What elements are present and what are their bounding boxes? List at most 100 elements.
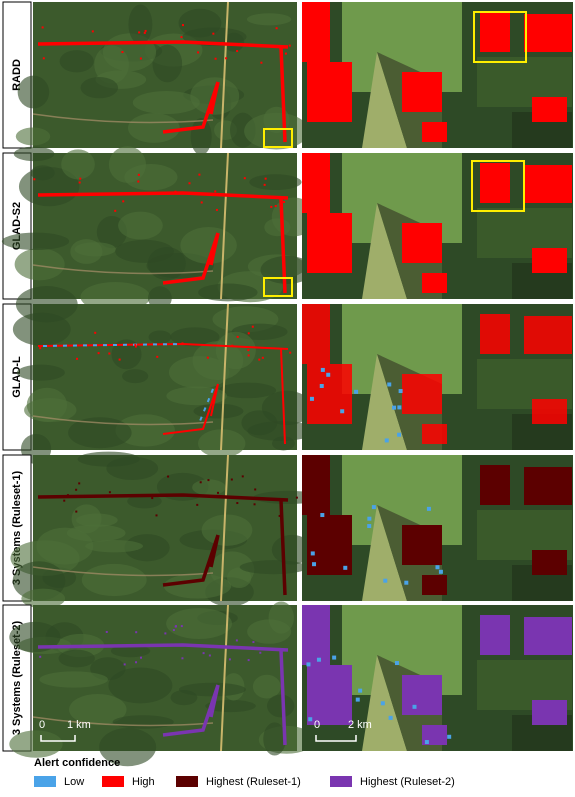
alert-spot (214, 57, 217, 60)
alert-low-spot (332, 655, 337, 660)
alert-block (524, 316, 572, 354)
alert-block (422, 575, 447, 595)
field (362, 203, 407, 299)
alert-low-spot (343, 565, 348, 570)
track (32, 415, 214, 426)
alert-roads (37, 643, 289, 746)
scale-end: 1 km (67, 719, 91, 731)
alert-spot (275, 27, 278, 30)
alert-spot (79, 177, 82, 180)
alert-spot (221, 41, 224, 44)
alert-spot (75, 488, 78, 491)
alert-spot (121, 51, 124, 54)
alert-block (402, 72, 442, 112)
alert-spot (180, 36, 183, 39)
alert-block (302, 304, 330, 364)
alert-spot (228, 658, 231, 661)
texture (21, 588, 66, 609)
alert-spot (197, 51, 200, 54)
track (32, 716, 214, 727)
legend-swatch (34, 776, 56, 787)
texture (13, 146, 55, 162)
alert-spot (122, 200, 125, 203)
highlight-box (263, 128, 293, 148)
texture (39, 671, 108, 688)
alert-low-spot (387, 382, 392, 387)
texture (9, 730, 63, 758)
row-label: RADD (11, 59, 23, 91)
alert-spot (138, 31, 141, 34)
alert-spot (156, 355, 159, 358)
alert-spot (108, 352, 111, 355)
alert-low-spot (397, 405, 402, 410)
texture (178, 682, 246, 697)
alert-low-spot (398, 389, 403, 394)
alert-spot (295, 496, 298, 499)
texture (68, 417, 132, 449)
alert-block (302, 2, 330, 62)
alert-spot (260, 61, 263, 64)
alert-spot (180, 625, 183, 628)
alert-spot (181, 342, 184, 345)
alert-low-spot (371, 505, 376, 510)
alert-spot (151, 497, 154, 500)
scale-bar (315, 735, 357, 742)
alert-spot (139, 656, 142, 659)
texture (170, 327, 220, 347)
alert-low-spot (397, 432, 402, 437)
texture (76, 513, 118, 527)
texture (115, 414, 175, 447)
alert-spot (78, 181, 81, 184)
alert-low-spot (404, 580, 409, 585)
alert-low-spot (426, 506, 431, 511)
alert-spot (123, 663, 126, 666)
alert-block (402, 675, 442, 715)
alert-spot (144, 29, 147, 32)
alert-low-spot (354, 389, 359, 394)
texture (152, 44, 183, 83)
alert-block (422, 122, 447, 142)
texture (218, 382, 277, 399)
alert-spot (114, 209, 117, 212)
alert-spot (263, 183, 266, 186)
texture (227, 567, 252, 588)
alert-spot (172, 629, 175, 632)
texture (80, 77, 119, 99)
texture (18, 166, 80, 207)
alert-block (302, 455, 330, 515)
alert-block (302, 153, 330, 213)
alert-spot (254, 488, 257, 491)
alert-spot (289, 351, 292, 354)
texture (9, 621, 61, 653)
alert-spot (258, 358, 261, 361)
alert-low-spot (447, 734, 452, 739)
field (362, 354, 407, 450)
texture (190, 118, 212, 156)
texture (260, 255, 314, 284)
texture (201, 514, 253, 546)
alert-spot (214, 190, 217, 193)
alert-spot (39, 347, 42, 350)
texture (108, 667, 173, 704)
alert-spot (94, 331, 97, 334)
alert-spot (252, 641, 255, 644)
alert-low-spot (394, 661, 399, 666)
legend-swatch (102, 776, 124, 787)
alert-spot (274, 205, 277, 208)
texture (61, 149, 95, 180)
alert-spot (212, 32, 215, 35)
alert-block (480, 465, 510, 505)
alert-spot (200, 201, 203, 204)
river (220, 303, 229, 451)
texture (69, 694, 127, 726)
alert-spot (263, 195, 266, 198)
alert-block (307, 213, 352, 273)
texture (244, 112, 309, 150)
alert-spot (97, 352, 100, 355)
texture (268, 601, 294, 634)
alert-block (402, 525, 442, 565)
texture (17, 75, 50, 109)
alert-spot (135, 631, 138, 634)
texture (241, 410, 278, 436)
highlight-box (473, 11, 527, 63)
